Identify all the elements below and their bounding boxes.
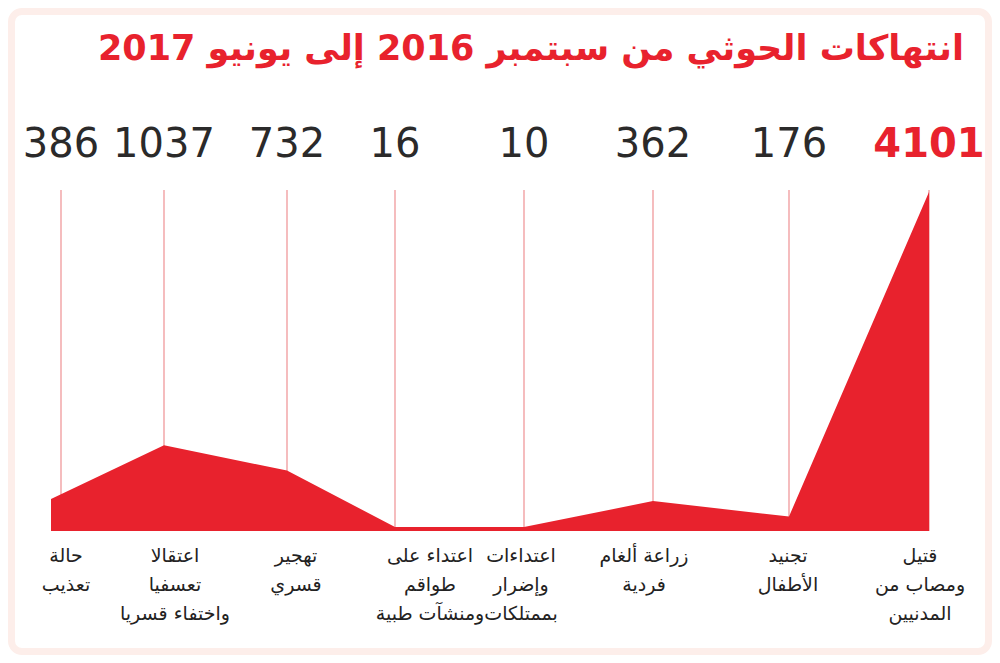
category-label: قتيل ومصاب من المدنيين: [840, 541, 1000, 628]
area-series: [51, 192, 929, 531]
category-label: زراعة ألغام فردية: [564, 541, 724, 599]
